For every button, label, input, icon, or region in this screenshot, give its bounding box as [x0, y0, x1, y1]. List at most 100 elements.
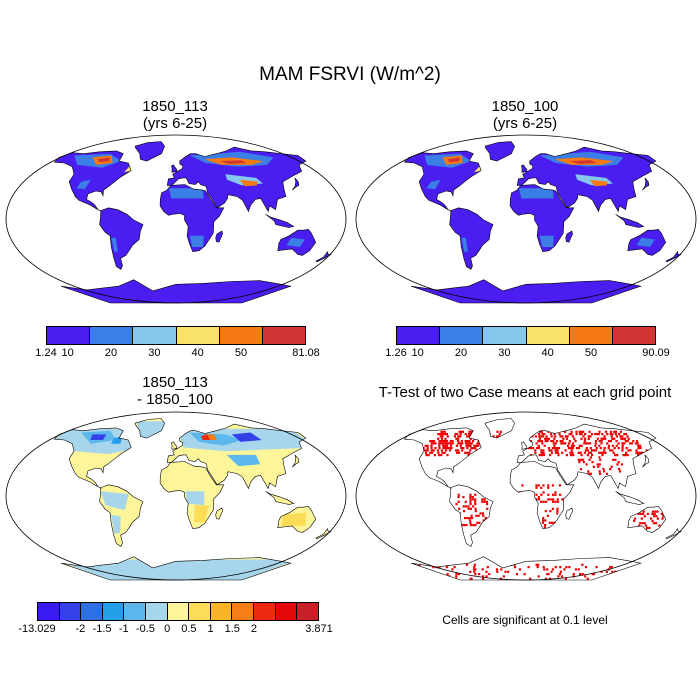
significance-cell — [579, 573, 582, 576]
map-border — [355, 411, 697, 581]
significance-cell — [544, 500, 548, 503]
significance-cell — [455, 575, 458, 578]
significance-cell — [586, 449, 589, 452]
significance-cell — [589, 456, 592, 459]
significance-cell — [530, 496, 533, 499]
significance-cell — [658, 524, 661, 527]
significance-cell — [455, 444, 458, 447]
significance-cell — [556, 498, 559, 501]
colorbar-tick-label: 40 — [541, 347, 554, 359]
significance-cell — [561, 451, 564, 454]
significance-cell — [457, 435, 460, 438]
significance-cell — [649, 517, 653, 520]
significance-cell — [621, 447, 624, 450]
significance-cell — [591, 573, 594, 576]
colorbar-tick-label: 90.09 — [642, 347, 670, 359]
significance-cell — [457, 573, 460, 576]
colorbar-tick-label: -2 — [75, 623, 86, 635]
significance-cell — [535, 498, 538, 501]
significance-cell — [639, 444, 642, 447]
significance-cell — [521, 498, 524, 501]
map-border — [5, 134, 347, 304]
significance-cell — [570, 444, 574, 447]
significance-cell — [598, 470, 601, 473]
significance-cell — [554, 449, 557, 452]
significance-cell — [595, 447, 598, 450]
significance-cell — [558, 484, 561, 487]
significance-cell — [474, 493, 477, 496]
significance-cell — [634, 526, 638, 529]
significance-cell — [572, 454, 575, 457]
significance-cell — [546, 437, 549, 440]
significance-cell — [444, 449, 448, 452]
significance-cell — [429, 451, 432, 454]
significance-cell — [499, 430, 502, 433]
significance-cell — [590, 449, 594, 452]
significance-cell — [558, 433, 561, 436]
significance-cell — [582, 458, 585, 461]
significance-cell — [470, 430, 473, 433]
significance-cell — [637, 512, 640, 515]
significance-cell — [587, 470, 590, 473]
significance-cell — [546, 514, 549, 517]
significance-cell — [473, 435, 476, 438]
significance-cell — [621, 435, 624, 438]
significance-cell — [643, 515, 646, 518]
colorbar-tick-label: 1 — [207, 623, 214, 635]
significance-cell — [528, 447, 531, 450]
significance-cell — [656, 510, 659, 513]
colorbar-tick-label: 81.08 — [292, 347, 320, 359]
significance-cell — [640, 517, 643, 520]
significance-cell — [427, 454, 430, 457]
significance-cell — [578, 430, 581, 433]
significance-cell — [602, 468, 605, 471]
significance-cell — [584, 449, 587, 452]
significance-cell — [562, 437, 565, 440]
significance-cell — [611, 449, 614, 452]
significance-cell — [563, 430, 567, 433]
significance-cell — [457, 451, 461, 454]
significance-cell — [577, 568, 580, 571]
significance-cell — [529, 433, 532, 436]
map-field-region — [231, 432, 262, 442]
significance-cell — [610, 566, 613, 569]
significance-cell — [437, 437, 440, 440]
significance-cell — [624, 454, 627, 457]
significance-cell — [537, 575, 540, 578]
significance-cell — [538, 435, 541, 438]
significance-cell — [473, 433, 476, 436]
significance-cell — [442, 433, 445, 436]
significance-cell — [472, 568, 476, 571]
significance-cell — [449, 444, 453, 447]
significance-cell — [560, 442, 563, 445]
significance-cell — [641, 454, 644, 457]
significance-cell — [457, 496, 460, 499]
significance-cell — [445, 433, 448, 436]
significance-cell — [559, 566, 562, 569]
colorbar-tick-label: 10 — [61, 347, 74, 359]
significance-cell — [455, 437, 458, 440]
significance-cell — [529, 577, 532, 580]
colorbar-swatch — [297, 603, 318, 620]
significance-cell — [478, 573, 481, 576]
significance-cell — [642, 512, 645, 515]
significance-cell — [594, 449, 598, 452]
significance-cell — [530, 447, 533, 450]
significance-cell — [482, 435, 485, 438]
significance-cell — [454, 433, 457, 436]
significance-cell — [485, 435, 488, 438]
colorbar-swatch — [440, 327, 484, 344]
significance-cell — [546, 573, 549, 576]
significance-cell — [472, 505, 475, 508]
significance-cell — [496, 570, 499, 573]
significance-cell — [469, 500, 472, 503]
significance-cell — [537, 433, 541, 436]
significance-cell — [635, 440, 639, 443]
significance-cell — [575, 447, 578, 450]
significance-cell — [582, 435, 585, 438]
panel-1-title-line2: (yrs 6-25) — [142, 115, 208, 132]
significance-cell — [564, 435, 567, 438]
colorbar-swatch — [146, 603, 168, 620]
significance-cell — [574, 568, 577, 571]
significance-cell — [599, 472, 602, 475]
